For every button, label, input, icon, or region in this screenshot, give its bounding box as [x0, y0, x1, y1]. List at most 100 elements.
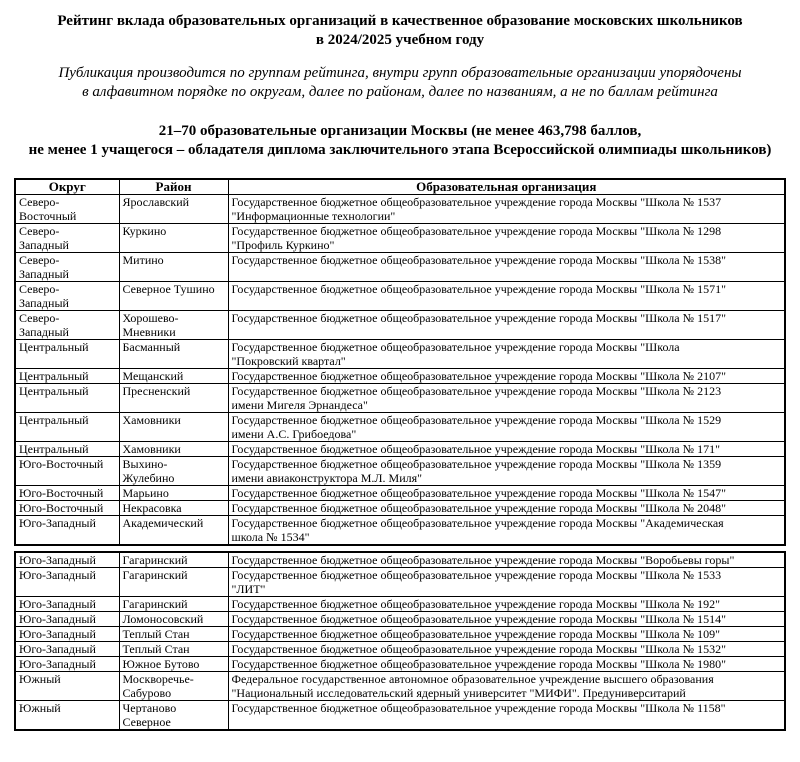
table-row: Центральный Хамовники Государственное бюдж… [14, 441, 786, 457]
okrug-cell: Южный [14, 700, 120, 731]
organization-cell: Государственное бюджетное общеобразовате… [227, 194, 786, 224]
table-row: Южный Чертаново Северное Государственное б… [14, 700, 786, 731]
okrug-cell: Северо- Западный [14, 281, 120, 311]
table-row: Юго-Западный Академический Государственное… [14, 515, 786, 546]
organization-cell: Государственное бюджетное общеобразовате… [227, 441, 786, 457]
okrug-cell: Юго-Западный [14, 611, 120, 627]
organization-cell: Государственное бюджетное общеобразовате… [227, 223, 786, 253]
okrug-cell: Северо- Западный [14, 252, 120, 282]
district-cell: Марьино [118, 485, 229, 501]
okrug-cell: Юго-Западный [14, 515, 120, 546]
table-row: Юго-Восточный Марьино Государственное бюдж… [14, 485, 786, 501]
organization-cell: Государственное бюджетное общеобразовате… [227, 551, 786, 568]
table-row: Юго-Восточный Некрасовка Государственное б… [14, 500, 786, 516]
district-cell: Митино [118, 252, 229, 282]
district-cell: Басманный [118, 339, 229, 369]
table-row: Юго-Западный Южное Бутово Государственное … [14, 656, 786, 672]
organization-cell: Государственное бюджетное общеобразовате… [227, 339, 786, 369]
district-cell: Гагаринский [118, 551, 229, 568]
district-cell: Чертаново Северное [118, 700, 229, 731]
column-header-organization: Образовательная организация [227, 178, 786, 195]
organization-cell: Государственное бюджетное общеобразовате… [227, 368, 786, 384]
district-cell: Ярославский [118, 194, 229, 224]
organization-cell: Государственное бюджетное общеобразовате… [227, 656, 786, 672]
table-row: Северо- Западный Куркино Государственное б… [14, 223, 786, 253]
organization-cell: Федеральное государственное автономное о… [227, 671, 786, 701]
okrug-cell: Юго-Западный [14, 567, 120, 597]
okrug-cell: Центральный [14, 412, 120, 442]
district-cell: Хамовники [118, 441, 229, 457]
table-row: Юго-Западный Ломоносовский Государственное… [14, 611, 786, 627]
table-row: Юго-Восточный Выхино- Жулебино Государстве… [14, 456, 786, 486]
publication-note: Публикация производится по группам рейти… [58, 65, 742, 100]
okrug-cell: Юго-Восточный [14, 500, 120, 516]
organization-cell: Государственное бюджетное общеобразовате… [227, 567, 786, 597]
district-cell: Пресненский [118, 383, 229, 413]
organization-cell: Государственное бюджетное общеобразовате… [227, 596, 786, 612]
organization-cell: Государственное бюджетное общеобразовате… [227, 310, 786, 340]
okrug-cell: Северо- Восточный [14, 194, 120, 224]
group-heading: 21–70 образовательные организации Москвы… [28, 123, 772, 158]
document-title: Рейтинг вклада образовательных организац… [57, 13, 743, 48]
district-cell: Куркино [118, 223, 229, 253]
organization-cell: Государственное бюджетное общеобразовате… [227, 611, 786, 627]
okrug-cell: Центральный [14, 368, 120, 384]
table-row: Южный Москворечье- Сабурово Федеральное го… [14, 671, 786, 701]
table-row: Центральный Мещанский Государственное бюдж… [14, 368, 786, 384]
organization-cell: Государственное бюджетное общеобразовате… [227, 626, 786, 642]
okrug-cell: Южный [14, 671, 120, 701]
okrug-cell: Юго-Восточный [14, 485, 120, 501]
table-row: Юго-Западный Гагаринский Государственное б… [14, 551, 786, 568]
district-cell: Москворечье- Сабурово [118, 671, 229, 701]
table-row: Юго-Западный Гагаринский Государственное б… [14, 596, 786, 612]
district-cell: Мещанский [118, 368, 229, 384]
okrug-cell: Северо- Западный [14, 310, 120, 340]
organization-cell: Государственное бюджетное общеобразовате… [227, 485, 786, 501]
district-cell: Академический [118, 515, 229, 546]
organization-cell: Государственное бюджетное общеобразовате… [227, 500, 786, 516]
table-row: Центральный Пресненский Государственное бю… [14, 383, 786, 413]
okrug-cell: Юго-Западный [14, 551, 120, 568]
okrug-cell: Центральный [14, 441, 120, 457]
column-header-okrug: Округ [14, 178, 120, 195]
table-row: Юго-Западный Теплый Стан Государственное б… [14, 626, 786, 642]
table-row: Центральный Хамовники Государственное бюдж… [14, 412, 786, 442]
district-cell: Гагаринский [118, 567, 229, 597]
district-cell: Теплый Стан [118, 641, 229, 657]
rating-table-section-2: Юго-Западный Гагаринский Государственное б… [14, 551, 786, 731]
table-header-row: Округ Район Образовательная организация [14, 178, 786, 195]
organization-cell: Государственное бюджетное общеобразовате… [227, 383, 786, 413]
table-row: Северо- Западный Северное Тушино Государст… [14, 281, 786, 311]
table-row: Юго-Западный Гагаринский Государственное б… [14, 567, 786, 597]
district-cell: Гагаринский [118, 596, 229, 612]
district-cell: Некрасовка [118, 500, 229, 516]
table-row: Юго-Западный Теплый Стан Государственное б… [14, 641, 786, 657]
district-cell: Ломоносовский [118, 611, 229, 627]
district-cell: Теплый Стан [118, 626, 229, 642]
organization-cell: Государственное бюджетное общеобразовате… [227, 412, 786, 442]
organization-cell: Государственное бюджетное общеобразовате… [227, 252, 786, 282]
organization-cell: Государственное бюджетное общеобразовате… [227, 456, 786, 486]
organization-cell: Государственное бюджетное общеобразовате… [227, 515, 786, 546]
table-row: Северо- Западный Митино Государственное бю… [14, 252, 786, 282]
okrug-cell: Юго-Западный [14, 656, 120, 672]
organization-cell: Государственное бюджетное общеобразовате… [227, 700, 786, 731]
table-row: Северо- Западный Хорошево- Мневники Госуда… [14, 310, 786, 340]
table-row: Северо- Восточный Ярославский Государствен… [14, 194, 786, 224]
district-cell: Северное Тушино [118, 281, 229, 311]
district-cell: Выхино- Жулебино [118, 456, 229, 486]
column-header-district: Район [118, 178, 229, 195]
okrug-cell: Северо- Западный [14, 223, 120, 253]
okrug-cell: Центральный [14, 383, 120, 413]
district-cell: Хамовники [118, 412, 229, 442]
table-row: Центральный Басманный Государственное бюдж… [14, 339, 786, 369]
district-cell: Южное Бутово [118, 656, 229, 672]
organization-cell: Государственное бюджетное общеобразовате… [227, 281, 786, 311]
rating-table-section-1: Округ Район Образовательная организация Сев… [14, 178, 786, 546]
okrug-cell: Юго-Западный [14, 626, 120, 642]
rating-table-container: Округ Район Образовательная организация Сев… [14, 178, 800, 731]
organization-cell: Государственное бюджетное общеобразовате… [227, 641, 786, 657]
district-cell: Хорошево- Мневники [118, 310, 229, 340]
okrug-cell: Центральный [14, 339, 120, 369]
